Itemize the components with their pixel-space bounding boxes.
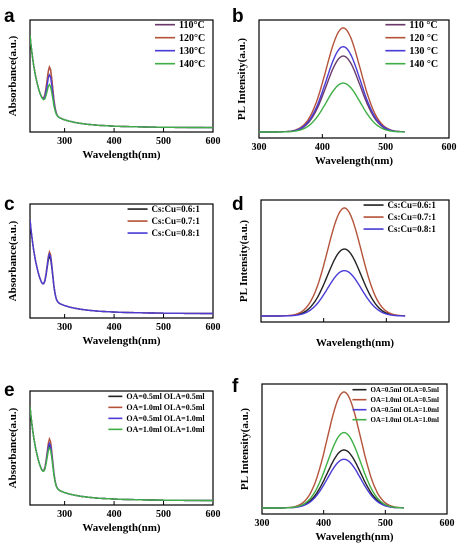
x-tick-label: 400: [315, 142, 330, 153]
y-axis-title: Absorbance(a.u.): [7, 35, 19, 116]
x-tick-label: 400: [107, 322, 122, 333]
x-tick-label: 600: [442, 142, 457, 153]
legend-label: 110°C: [179, 20, 205, 31]
x-tick-label: 500: [156, 322, 171, 333]
chart-panel-e: e 300 400 500 600 Wavelength(nm) Absorbance(a.…: [4, 380, 221, 534]
panel-label: c: [4, 194, 15, 215]
legend-label: 120°C: [179, 33, 205, 44]
series-line-2: [259, 27, 405, 133]
series-line-4: [30, 35, 213, 129]
chart-panel-b: b 300 400 500 600 Wavelength(nm) PL Intensity(…: [232, 6, 457, 167]
plot-frame: [258, 19, 450, 139]
legend-label: Cs:Cu=0.6:1: [152, 204, 201, 214]
legend-label: OA=0.5ml OLA=0.5ml: [370, 386, 439, 394]
legend-label: OA=0.5ml OLA=0.5ml: [126, 392, 205, 401]
x-tick-label: 600: [440, 518, 455, 529]
legend-label: 130 °C: [409, 46, 438, 57]
chart-panel-f: f 300 400 500 600 Wavelength(nm) PL Intensity(…: [232, 376, 455, 543]
x-tick-label: 600: [206, 136, 221, 147]
x-tick-label: 600: [206, 509, 221, 520]
series-line-1: [261, 248, 406, 317]
y-axis-title: PL Intensity(a.u.): [238, 220, 250, 303]
x-tick-label: 500: [156, 509, 171, 520]
series-line-4: [262, 431, 404, 509]
plot-frame: [260, 199, 450, 323]
x-axis-title: Wavelength(nm): [315, 531, 394, 543]
legend-label: Cs:Cu=0.8:1: [388, 224, 437, 234]
chart-panel-c: c 300 400 500 600 Wavelength(nm) Absorbance(a.…: [4, 194, 221, 347]
series-line-4: [259, 82, 405, 133]
x-axis-title: Wavelength(nm): [82, 335, 161, 347]
y-axis-title: Absorbance(a.u.): [7, 407, 19, 488]
x-tick-label: 300: [255, 518, 270, 529]
legend-label: 140°C: [179, 59, 205, 70]
legend-label: 140 °C: [409, 59, 438, 70]
panel-label: d: [232, 194, 244, 215]
plot-frame: [261, 383, 448, 515]
y-axis-title: Absorbance(a.u.): [7, 220, 19, 301]
legend-label: Cs:Cu=0.7:1: [388, 212, 437, 222]
legend-label: Cs:Cu=0.6:1: [388, 200, 437, 210]
x-tick-label: 300: [252, 142, 267, 153]
series-line-3: [261, 270, 406, 317]
series-line-4: [30, 406, 213, 502]
x-tick-label: 400: [316, 518, 331, 529]
panel-label: a: [4, 6, 15, 27]
legend-label: OA=1.0ml OLA=0.5ml: [126, 403, 205, 412]
legend-label: OA=1.0ml OLA=0.5ml: [370, 396, 439, 404]
y-axis-title: PL Intensity(a.u.): [236, 38, 248, 121]
x-tick-label: 500: [378, 142, 393, 153]
y-axis-title: PL Intensity(a.u.): [239, 408, 251, 491]
legend-label: 110 °C: [409, 20, 437, 31]
chart-panel-a: a 300 400 500 600 Wavelength(nm) Absorbance(a.…: [4, 6, 221, 161]
chart-panel-d: d Wavelength(nm) PL Intensity(a.u.) Cs:Cu=0…: [232, 194, 450, 349]
legend-label: 130°C: [179, 46, 205, 57]
x-tick-label: 400: [107, 136, 122, 147]
legend-label: OA=1.0ml OLA=1.0ml: [126, 425, 205, 434]
plot-frame: [29, 19, 214, 133]
series-line-3: [259, 45, 405, 133]
plot-frame: [29, 390, 214, 506]
x-tick-label: 300: [57, 322, 72, 333]
legend-label: OA=0.5ml OLA=1.0ml: [126, 414, 205, 423]
x-tick-label: 400: [107, 509, 122, 520]
legend-label: 120 °C: [409, 33, 438, 44]
x-axis-title: Wavelength(nm): [82, 522, 161, 534]
x-tick-label: 300: [57, 136, 72, 147]
panel-label: b: [232, 6, 244, 27]
x-tick-label: 300: [57, 509, 72, 520]
x-tick-label: 500: [378, 518, 393, 529]
legend-label: Cs:Cu=0.7:1: [152, 216, 201, 226]
x-axis-title: Wavelength(nm): [316, 337, 395, 349]
legend-label: Cs:Cu=0.8:1: [152, 228, 201, 238]
panel-label: e: [4, 380, 15, 401]
series-line-3: [30, 219, 213, 315]
panel-label: f: [232, 376, 239, 397]
legend-label: OA=0.5ml OLA=1.0ml: [370, 406, 439, 414]
x-tick-label: 600: [206, 322, 221, 333]
x-axis-title: Wavelength(nm): [315, 155, 394, 167]
plot-frame: [29, 203, 214, 319]
x-axis-title: Wavelength(nm): [82, 149, 161, 161]
legend-label: OA=1.0ml OLA=1.0ml: [370, 416, 439, 424]
x-tick-label: 500: [156, 136, 171, 147]
